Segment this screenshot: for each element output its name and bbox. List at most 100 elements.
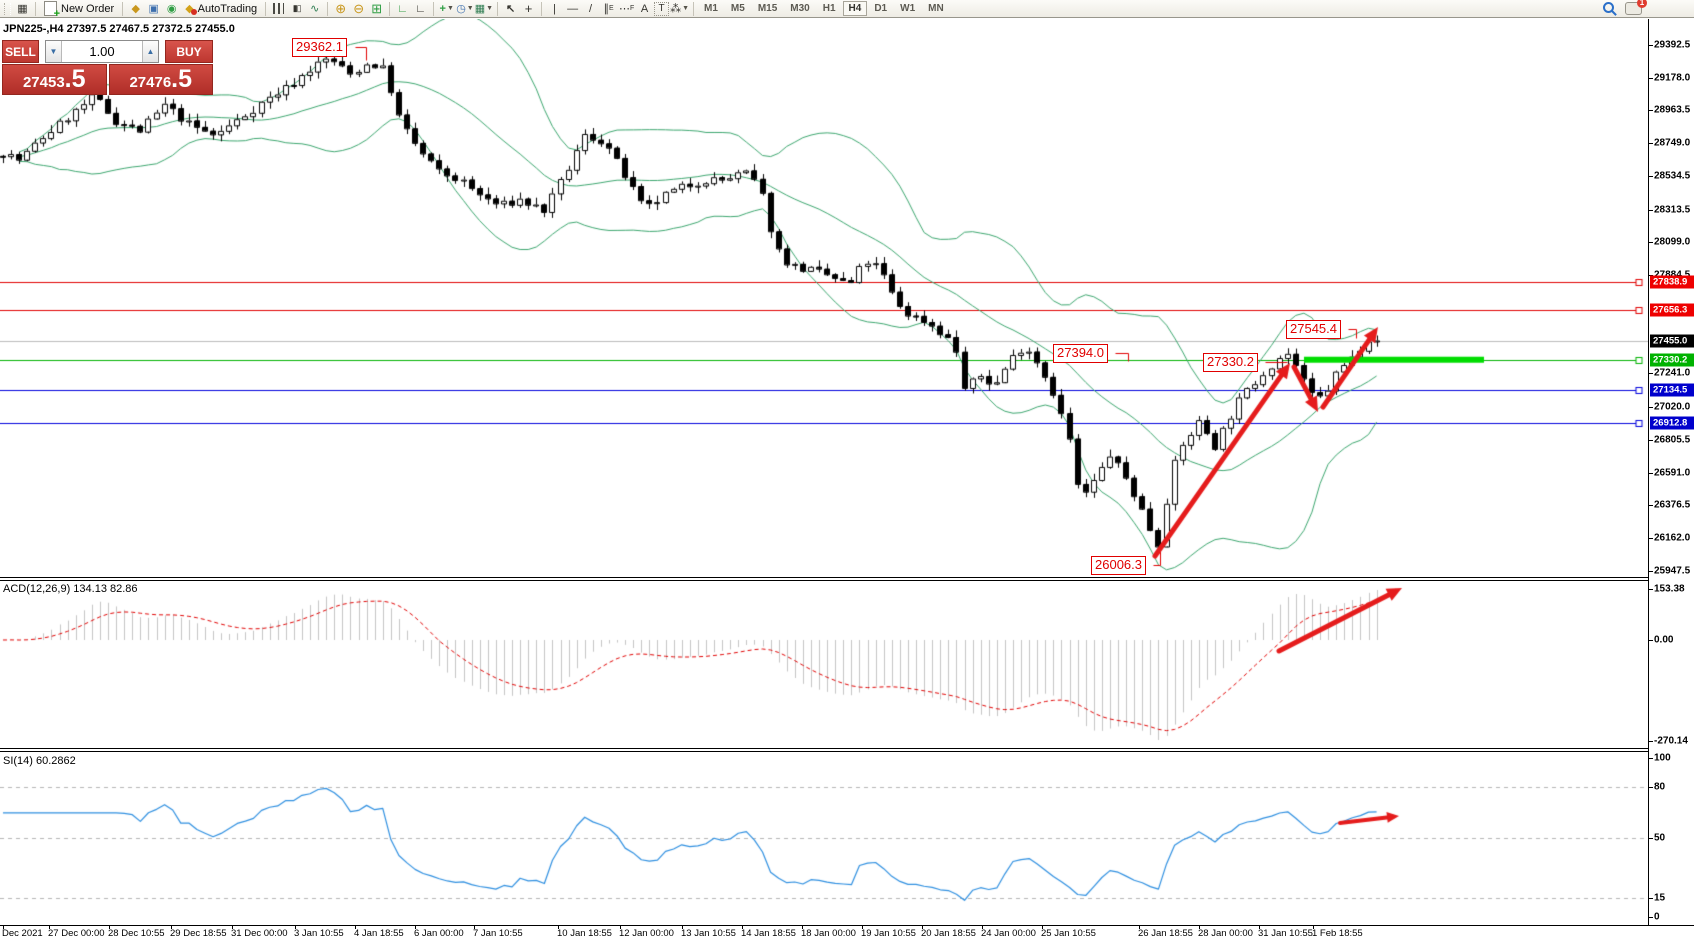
toolbar-separator (541, 1, 543, 16)
time-tick-label: 24 Jan 00:00 (981, 928, 1036, 939)
data-window-icon[interactable]: ▣ (148, 3, 159, 15)
signal-icon[interactable]: ◉ (166, 3, 177, 15)
volume-decrease-button[interactable]: ▼ (46, 41, 62, 62)
arrows-tool-icon[interactable]: ⁂ ▼ (670, 3, 690, 15)
time-tick-label: 12 Jan 00:00 (619, 928, 674, 939)
time-tick-mark (1199, 925, 1200, 929)
symbol-ohlc-info: JPN225-,H4 27397.5 27467.5 27372.5 27455… (3, 23, 235, 35)
time-tick-label: 7 Jan 10:55 (473, 928, 523, 939)
price-tick-label: 28749.0 (1654, 137, 1691, 149)
channel-tool-icon[interactable]: ∥ E (603, 3, 614, 15)
autotrading-button[interactable]: ◆ AutoTrading (181, 1, 261, 17)
time-tick-mark (922, 925, 923, 929)
price-annotation-label[interactable]: 27545.4 (1286, 320, 1341, 339)
volume-increase-button[interactable]: ▲ (142, 41, 158, 62)
zoom-out-icon[interactable]: ⊖ (353, 0, 365, 16)
price-tick-mark (1649, 209, 1653, 211)
timeframe-m15[interactable]: M15 (752, 1, 783, 16)
bar-chart-type-icon[interactable] (270, 1, 287, 16)
text-label-tool-icon[interactable]: T (654, 1, 670, 16)
sell-price-display[interactable]: 27453.5 (2, 64, 107, 95)
indicator-window-1-icon[interactable]: ∟ (397, 2, 409, 15)
fibonacci-tool-icon[interactable]: ⋯ F (618, 3, 635, 15)
price-tick-mark (1649, 45, 1653, 46)
chart-template-icon[interactable]: ▦ ▼ (474, 3, 494, 15)
time-tick-label: 26 Jan 18:55 (1138, 928, 1193, 939)
main-chart-canvas[interactable] (0, 19, 1648, 577)
add-indicator-icon[interactable]: + ▼ (439, 2, 454, 15)
timeframe-bar: M1 M5 M15 M30 H1 H4 D1 W1 MN (698, 1, 950, 16)
toolbar-grip[interactable] (4, 2, 11, 15)
indicator-window-2-icon[interactable]: ∟ (415, 2, 427, 15)
price-annotation-label[interactable]: 29362.1 (292, 38, 347, 57)
price-tick-mark (1649, 439, 1653, 441)
time-tick-mark (3, 925, 4, 929)
toolbar-separator (327, 1, 329, 16)
one-click-trading-panel: SELL ▼ 1.00 ▲ BUY 27453.5 27476.5 (2, 40, 213, 95)
timeframe-m30[interactable]: M30 (784, 1, 815, 16)
buy-price-frac: .5 (171, 65, 193, 93)
horizontal-line-tool-icon[interactable]: — (567, 2, 579, 15)
time-tick-label: 28 Jan 00:00 (1198, 928, 1253, 939)
new-order-icon: + (44, 1, 60, 20)
price-tick-label: 29178.0 (1654, 72, 1691, 84)
indicator-tick-label: 50 (1654, 832, 1666, 844)
price-annotation-label[interactable]: 27330.2 (1203, 353, 1258, 372)
timeframe-mn[interactable]: MN (922, 1, 950, 16)
macd-pane-canvas[interactable] (0, 581, 1648, 748)
timeframe-d1[interactable]: D1 (868, 1, 893, 16)
time-axis[interactable]: Dec 2021 27 Dec 00:00 28 Dec 10:55 29 Dec 1… (0, 925, 1648, 940)
time-tick-label: 19 Jan 10:55 (861, 928, 916, 939)
buy-price-display[interactable]: 27476.5 (108, 64, 213, 95)
price-tick-label: 28963.5 (1654, 104, 1691, 116)
period-clock-icon[interactable]: ◷ ▼ (456, 3, 474, 15)
timeframe-h4[interactable]: H4 (842, 1, 868, 16)
buy-button[interactable]: BUY (165, 40, 213, 63)
price-annotation-label[interactable]: 27394.0 (1053, 344, 1108, 363)
chat-icon[interactable]: 1 (1625, 0, 1647, 15)
pane-separator-macd[interactable] (0, 577, 1694, 581)
time-tick-label: 4 Jan 18:55 (354, 928, 404, 939)
price-tick-mark (1649, 570, 1653, 572)
time-tick-mark (620, 925, 621, 929)
text-tool-icon[interactable]: A (640, 2, 649, 15)
price-tick-label: 28099.0 (1654, 236, 1691, 248)
indicator-tick-label: 100 (1654, 752, 1671, 764)
price-axis[interactable]: 29392.5 29178.0 28963.5 28749.0 28534.5 28313… (1648, 19, 1694, 925)
time-tick-label: 13 Jan 10:55 (681, 928, 736, 939)
timeframe-m5[interactable]: M5 (725, 1, 751, 16)
toolbar-separator (122, 1, 124, 16)
zoom-in-icon[interactable]: ⊕ (335, 0, 347, 16)
autotrading-icon: ◆ (185, 2, 197, 15)
timeframe-h1[interactable]: H1 (817, 1, 842, 16)
market-watch-icon[interactable]: ◆ (131, 3, 140, 15)
price-tick-mark (1649, 538, 1653, 539)
cursor-tool-icon[interactable]: ↖ (505, 3, 516, 15)
time-tick-mark (682, 925, 683, 929)
price-tick-mark (1649, 505, 1653, 507)
time-tick-mark (415, 925, 416, 929)
price-tick-label: 29392.5 (1654, 39, 1691, 51)
price-level-badge: 27656.3 (1650, 303, 1694, 317)
line-chart-type-icon[interactable]: ∿ (310, 3, 320, 15)
candlestick-chart-type-icon[interactable]: ▮▯ (292, 3, 302, 13)
chart-window-icon[interactable]: ▦ (17, 3, 28, 15)
rsi-pane-canvas[interactable] (0, 752, 1648, 925)
price-annotation-label[interactable]: 26006.3 (1091, 556, 1146, 575)
new-order-button[interactable]: + New Order (40, 1, 118, 20)
vertical-line-tool-icon[interactable]: | (553, 2, 556, 15)
price-tick-label: 28313.5 (1654, 204, 1691, 216)
time-tick-label: 14 Jan 18:55 (741, 928, 796, 939)
price-level-badge: 26912.8 (1650, 416, 1694, 430)
crosshair-tool-icon[interactable]: + (524, 1, 533, 16)
trendline-tool-icon[interactable]: / (589, 2, 593, 15)
pane-separator-rsi[interactable] (0, 748, 1694, 752)
timeframe-m1[interactable]: M1 (698, 1, 724, 16)
tile-windows-icon[interactable]: ⊞ (371, 0, 383, 16)
sell-button[interactable]: SELL (2, 40, 39, 63)
volume-value[interactable]: 1.00 (89, 44, 115, 59)
time-tick-mark (295, 925, 296, 929)
timeframe-w1[interactable]: W1 (894, 1, 921, 16)
search-icon[interactable] (1603, 2, 1617, 16)
